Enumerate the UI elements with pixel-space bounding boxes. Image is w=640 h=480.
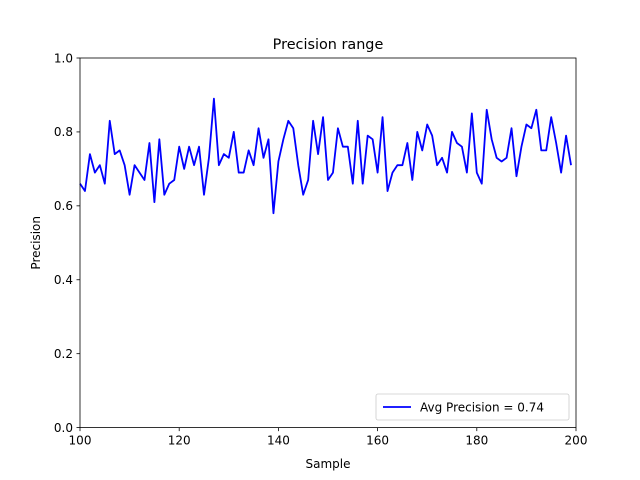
x-tick-label: 160 [366,434,389,448]
y-tick-label: 1.0 [54,51,73,65]
x-tick-label: 200 [565,434,588,448]
x-tick-label: 140 [267,434,290,448]
plot-frame [79,57,577,429]
x-tick-label: 180 [465,434,488,448]
y-axis-ticks: 0.0 0.2 0.4 0.6 0.8 1.0 [54,51,80,435]
legend-label: Avg Precision = 0.74 [420,401,544,415]
x-tick-label: 120 [168,434,191,448]
x-tick-label: 100 [69,434,92,448]
legend: Avg Precision = 0.74 [375,393,570,421]
y-axis-label: Precision [29,216,43,270]
x-axis-label: Sample [306,457,351,471]
y-tick-label: 0.8 [54,125,73,139]
plot-data-layer [79,97,572,215]
y-tick-label: 0.4 [54,273,73,287]
precision-series-line [79,97,572,215]
x-axis-ticks: 100 120 140 160 180 200 [69,427,588,448]
y-tick-label: 0.6 [54,199,73,213]
y-tick-label: 0.2 [54,347,73,361]
y-tick-label: 0.0 [54,421,73,435]
chart-title: Precision range [273,37,384,53]
legend-box [375,393,570,421]
